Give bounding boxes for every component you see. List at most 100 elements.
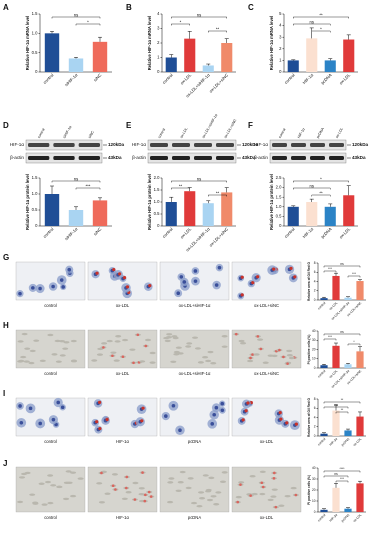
bar [344, 508, 352, 512]
blot-band [272, 156, 287, 160]
protein-label: β-actin [10, 155, 24, 160]
bar [332, 487, 340, 512]
cell [50, 484, 57, 487]
lipid-droplet [98, 400, 102, 404]
cell [20, 355, 27, 359]
pi-nucleus [132, 361, 135, 365]
y-tick-label: 6 [314, 406, 316, 410]
lane-label: control [278, 127, 287, 139]
cell [202, 356, 209, 359]
pi-nucleus [274, 505, 278, 509]
cell [221, 335, 228, 338]
cell [198, 491, 205, 494]
lipid-droplet [278, 411, 282, 415]
error-bar [346, 428, 350, 431]
y-tick-label: 2 [279, 46, 282, 51]
pi-nucleus [141, 471, 144, 474]
y-tick-label: 5 [279, 11, 282, 16]
nucleus [193, 279, 198, 283]
x-tick-label: pcDNA [320, 226, 333, 239]
micrograph [231, 466, 302, 513]
y-tick-label: 0 [279, 223, 282, 228]
x-tick-label: control [42, 226, 54, 238]
pi-nucleus [261, 485, 265, 489]
cell [210, 495, 217, 498]
nucleus [220, 408, 225, 413]
cell [262, 361, 269, 364]
panel-label: E [126, 121, 132, 130]
nucleus [18, 404, 22, 408]
cell [164, 339, 171, 343]
error-bar [334, 404, 338, 411]
blot-band [150, 143, 168, 147]
significance-bracket [311, 30, 331, 33]
significance-bracket [323, 470, 361, 473]
cell [196, 504, 203, 508]
y-axis-label: Relative area of Oil Red O [307, 397, 311, 436]
error-bar [328, 203, 333, 207]
lipid-droplet [240, 275, 244, 279]
nucleus [171, 403, 176, 408]
panel-label: B [126, 3, 132, 12]
bar [343, 195, 355, 226]
cell [221, 345, 228, 348]
pi-nucleus [294, 493, 298, 497]
y-tick-label: 4 [157, 11, 160, 16]
cell [65, 470, 72, 473]
error-bar [358, 279, 362, 282]
y-tick-label: 0 [314, 510, 316, 514]
x-tick-label: ox-LDL [338, 226, 352, 240]
significance-label: ns [310, 19, 314, 24]
x-tick-label: HIF-1α [302, 72, 315, 85]
cell [205, 359, 212, 363]
significance-label: ** [179, 183, 183, 188]
bar [287, 206, 299, 226]
lipid-droplet [294, 422, 298, 426]
cell [115, 335, 122, 338]
cell [221, 471, 228, 474]
pi-nucleus [249, 356, 252, 360]
y-tick-label: 1.0 [32, 30, 38, 35]
x-tick-label: ox-LDL+siNC [208, 72, 229, 93]
significance-label: ** [341, 398, 344, 402]
cell [129, 348, 136, 351]
nucleus [18, 291, 22, 296]
blot-band [272, 143, 287, 147]
cell [114, 340, 121, 343]
lane-label: control [157, 127, 166, 139]
y-tick-label: 10 [312, 357, 316, 361]
blot-band [216, 156, 234, 160]
protein-label: β-actin [132, 155, 146, 160]
micrograph-caption: ox-LDL+siNC [254, 303, 279, 308]
y-tick-label: 0 [279, 69, 282, 74]
y-tick-label: 4 [279, 23, 282, 28]
panel-label: G [3, 253, 9, 262]
significance-label: * [87, 19, 89, 24]
lipid-droplet [246, 401, 250, 405]
micrograph-caption: control [44, 371, 57, 376]
nucleus [56, 400, 61, 405]
y-axis-label: Relative HIF-1α mRNA level [269, 16, 274, 71]
error-bar [206, 63, 211, 66]
protein-label: HIF-1α [254, 142, 268, 147]
bar [324, 60, 336, 72]
significance-label: ns [340, 330, 344, 334]
cell [96, 353, 103, 356]
cell [249, 475, 256, 478]
micrograph-caption: control [44, 439, 57, 444]
error-bar [50, 31, 54, 34]
x-tick-label: HIF-1α [329, 513, 339, 523]
cell [21, 332, 28, 336]
significance-label: ** [341, 408, 344, 412]
cell [70, 360, 77, 363]
cell [238, 339, 245, 343]
significance-bracket [171, 23, 190, 26]
bar [306, 202, 318, 226]
lane-label: pcDNA [316, 127, 325, 139]
x-tick-label: control [317, 513, 327, 523]
lane-label: siNC [88, 130, 96, 139]
cell [66, 481, 73, 484]
nucleus [19, 420, 24, 425]
blot-band [194, 156, 212, 160]
significance-bracket [171, 187, 190, 190]
